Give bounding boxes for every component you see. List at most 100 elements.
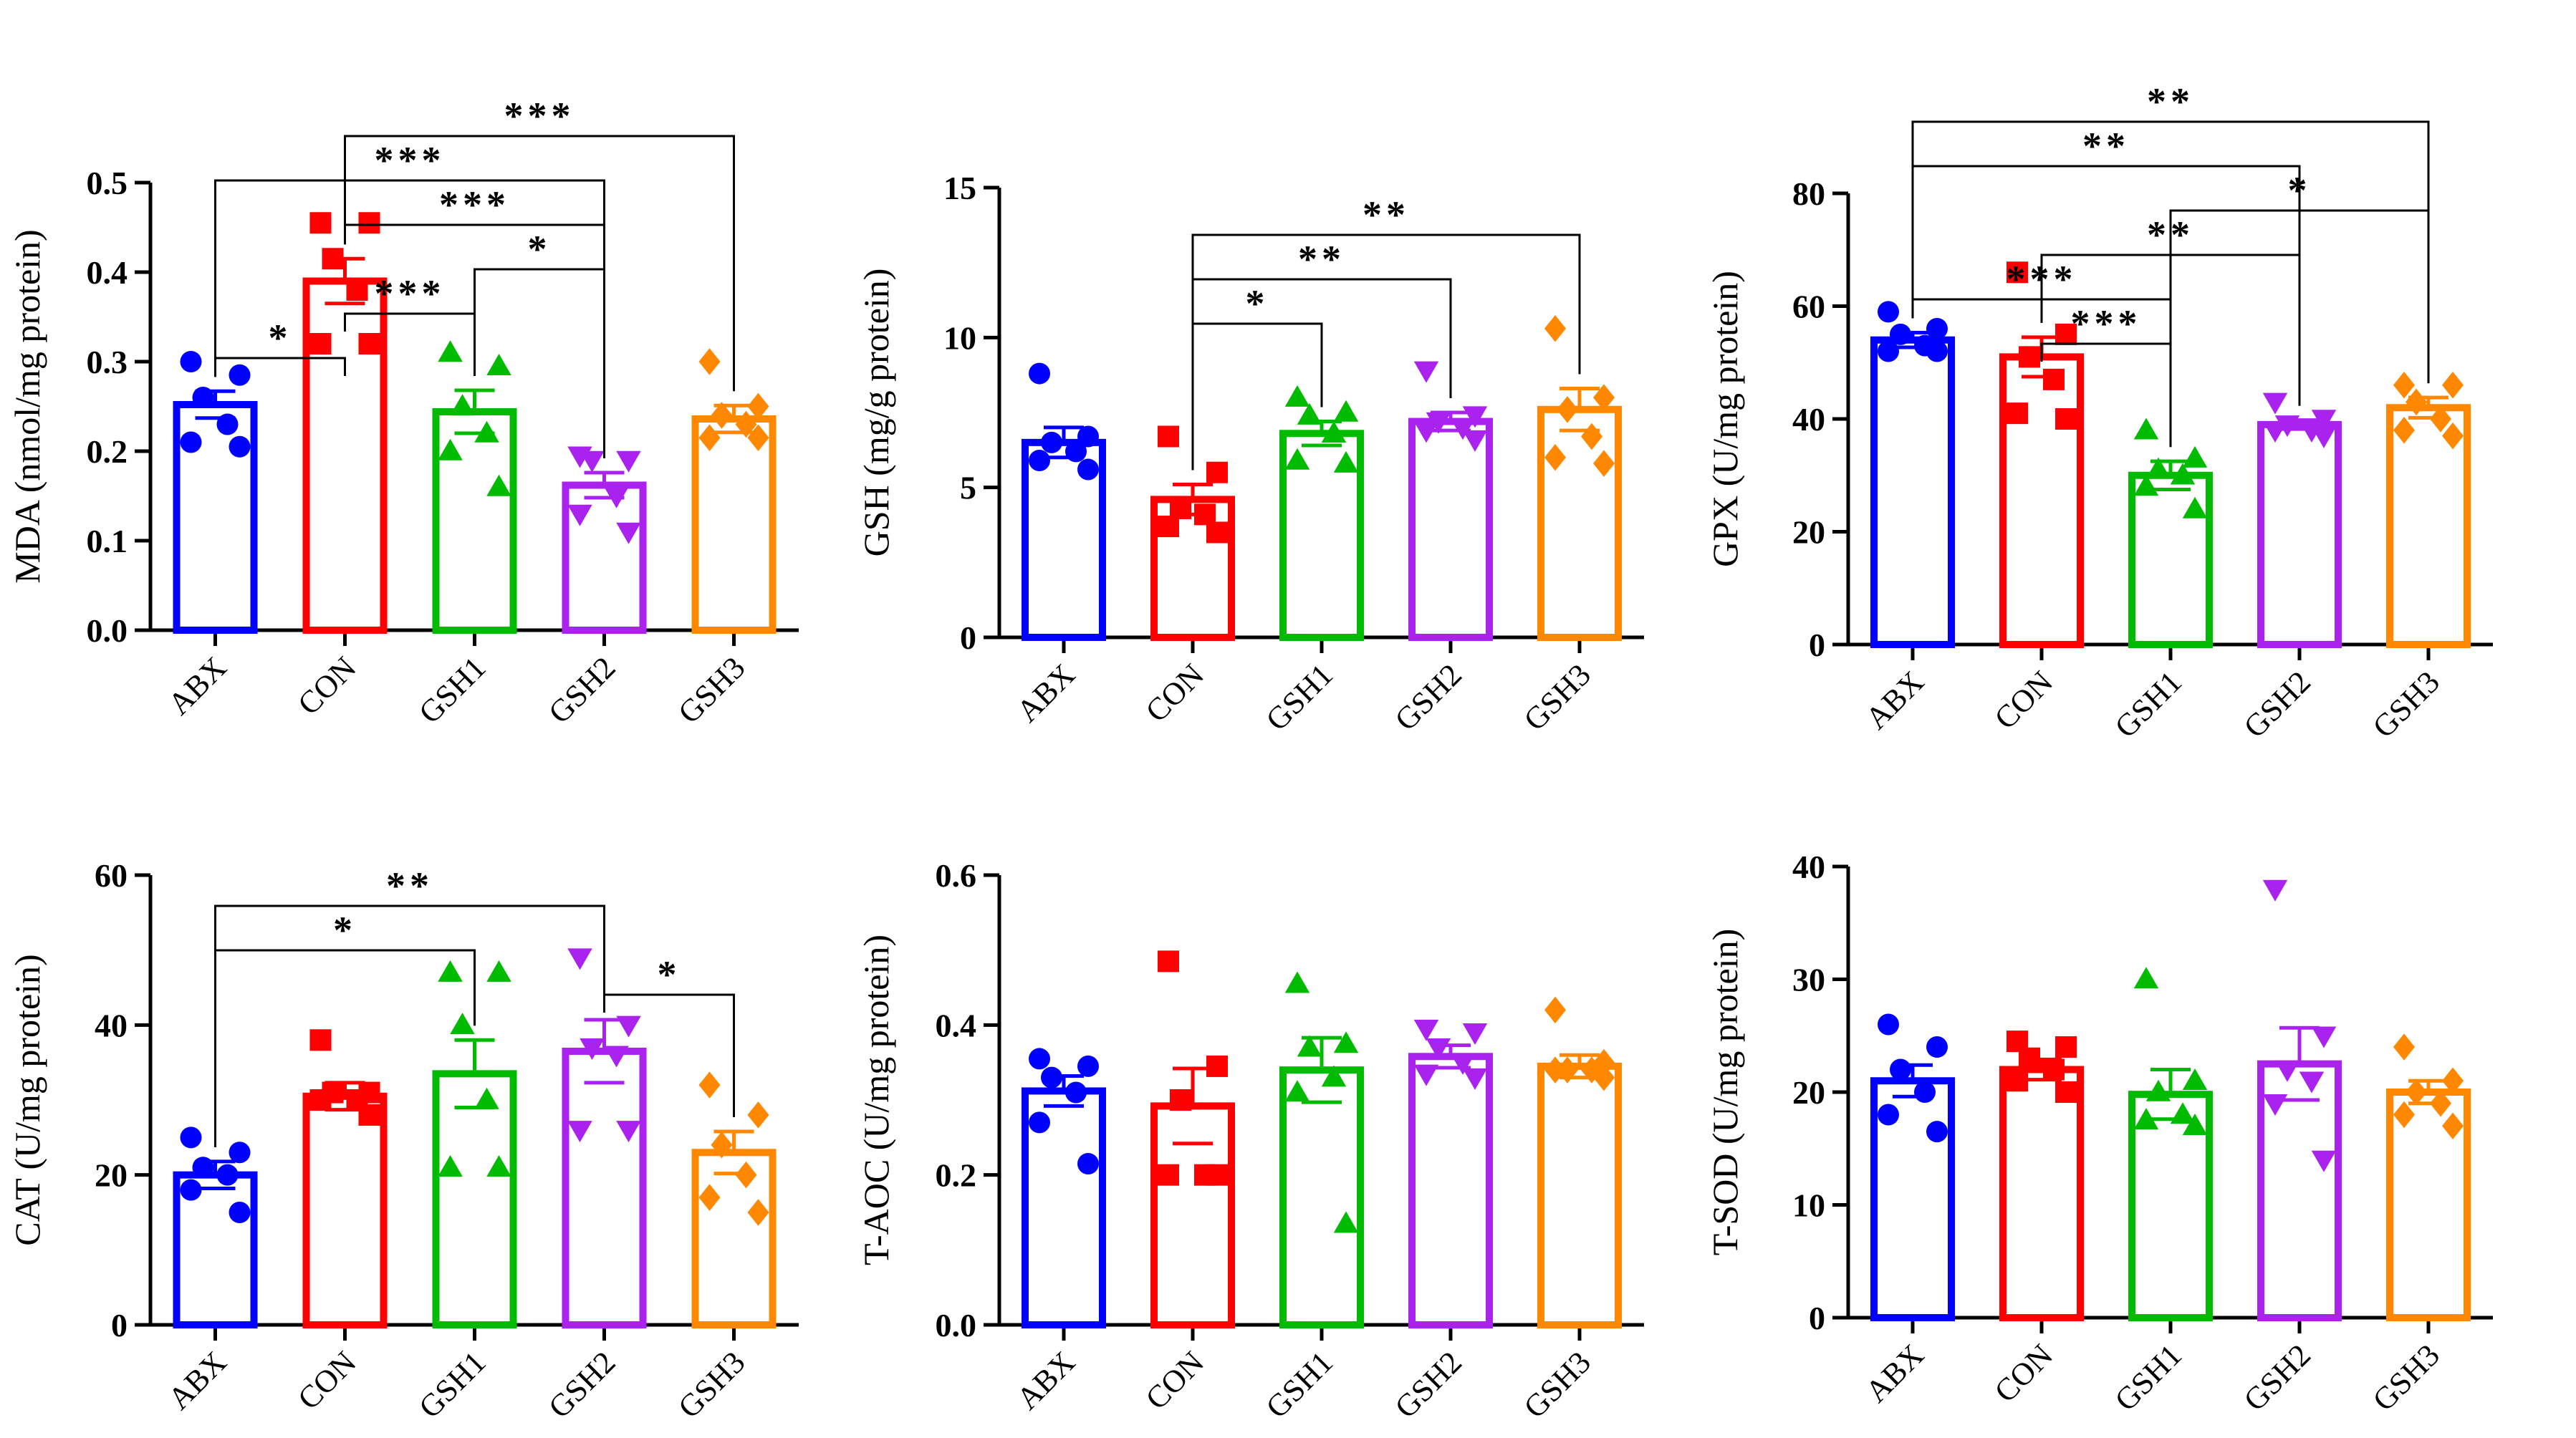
y-tick-label: 20 (95, 1157, 128, 1194)
x-tick-label: CON (291, 1344, 362, 1416)
x-tick-label: GSH2 (542, 650, 622, 730)
data-point (229, 364, 251, 386)
y-tick-label: 0 (1809, 1300, 1825, 1336)
data-point (1284, 448, 1310, 470)
y-tick-label: 0.0 (936, 1307, 977, 1343)
significance-label: ** (1363, 193, 1410, 236)
significance-label: *** (375, 139, 446, 182)
data-point (1593, 384, 1615, 411)
significance-label: ** (1298, 238, 1345, 281)
data-point (450, 394, 475, 416)
significance-bracket (603, 993, 735, 1117)
data-point (309, 1029, 332, 1051)
data-point (567, 1121, 592, 1143)
bar-con (302, 1092, 388, 1329)
data-point (2311, 410, 2337, 432)
data-point (735, 1161, 757, 1189)
x-tick-label: GSH3 (2366, 664, 2446, 744)
data-point (1158, 1164, 1179, 1186)
significance-label: ** (2147, 80, 2194, 123)
data-point (309, 333, 332, 354)
data-point (1333, 400, 1359, 422)
data-point (438, 960, 463, 982)
data-point (2274, 415, 2300, 438)
data-point (1413, 1064, 1439, 1086)
data-point (1158, 425, 1179, 448)
data-point (1194, 503, 1216, 526)
significance-label: *** (504, 95, 575, 137)
y-tick-label: 60 (1792, 289, 1825, 325)
bar-gsh2 (1408, 1053, 1493, 1328)
data-point (2393, 1033, 2415, 1061)
y-tick-label: 5 (960, 470, 976, 506)
data-point (486, 474, 511, 496)
data-point (1170, 497, 1191, 519)
x-tick-label: GSH3 (671, 1344, 751, 1424)
data-point (1557, 1056, 1578, 1084)
data-point (567, 504, 592, 526)
data-point (1170, 1089, 1191, 1111)
data-point (1333, 1211, 1359, 1233)
data-point (698, 424, 721, 451)
panel-gsh: 0 5 10 15 GSH (mg/g protein) ABX CON GSH1 GSH2 GS… (856, 170, 1644, 738)
data-point (229, 1142, 251, 1164)
significance-label: * (2288, 169, 2312, 212)
data-point (486, 960, 511, 982)
x-tick-label: ABX (1010, 657, 1082, 728)
data-point (747, 392, 769, 420)
data-point (2430, 1090, 2451, 1117)
data-point (2393, 1101, 2415, 1129)
data-point (1890, 323, 1911, 345)
data-point (474, 420, 499, 443)
data-point (2262, 1094, 2288, 1116)
data-point (2133, 967, 2159, 989)
data-point (1462, 1023, 1488, 1046)
bar-gsh2 (2257, 420, 2342, 648)
y-tick-label: 0 (1809, 627, 1825, 663)
bar-con (1999, 353, 2084, 648)
bar-con (1999, 1066, 2084, 1321)
data-point (2019, 1047, 2040, 1069)
y-axis-label: T-AOC (U/mg protein) (856, 935, 896, 1265)
data-point (2055, 323, 2077, 345)
data-point (1450, 418, 1476, 440)
data-point (1878, 340, 1899, 362)
data-point (1413, 421, 1439, 443)
y-axis-label: CAT (U/mg protein) (7, 954, 47, 1245)
data-point (1284, 385, 1310, 407)
data-point (474, 1087, 499, 1109)
data-point (698, 1071, 721, 1099)
y-tick-label: 0.3 (87, 344, 128, 380)
data-point (1077, 458, 1099, 481)
data-point (486, 1154, 511, 1177)
data-point (698, 1184, 721, 1211)
x-tick-label: GSH1 (1259, 657, 1340, 737)
data-point (438, 340, 463, 362)
significance-bracket (214, 179, 605, 458)
data-point (1914, 1081, 1936, 1103)
data-point (2170, 1102, 2196, 1124)
panel-t-sod: 0 10 20 30 40 T-SOD (U/mg protein) ABX CON GSH1 G… (1705, 849, 2493, 1418)
data-point (1206, 1164, 1228, 1186)
data-point (567, 948, 592, 970)
y-tick-label: 10 (943, 319, 976, 356)
data-point (1593, 450, 1615, 477)
data-point (1333, 1031, 1359, 1053)
data-point (1426, 1038, 1451, 1060)
data-point (1413, 361, 1439, 383)
data-point (2274, 1060, 2300, 1082)
y-axis-label: GSH (mg/g protein) (856, 269, 896, 557)
significance-label: ** (2147, 213, 2194, 256)
x-tick-label: GSH1 (412, 650, 492, 730)
data-point (2133, 1108, 2159, 1130)
data-point (1926, 1121, 1948, 1143)
significance-label: *** (2071, 302, 2142, 345)
data-point (1029, 449, 1050, 471)
data-point (1077, 1055, 1099, 1077)
significance-bracket (1911, 120, 2430, 384)
data-point (616, 522, 641, 544)
bar-abx (1870, 336, 1955, 648)
data-point (1158, 950, 1179, 973)
significance-label: *** (439, 183, 510, 226)
